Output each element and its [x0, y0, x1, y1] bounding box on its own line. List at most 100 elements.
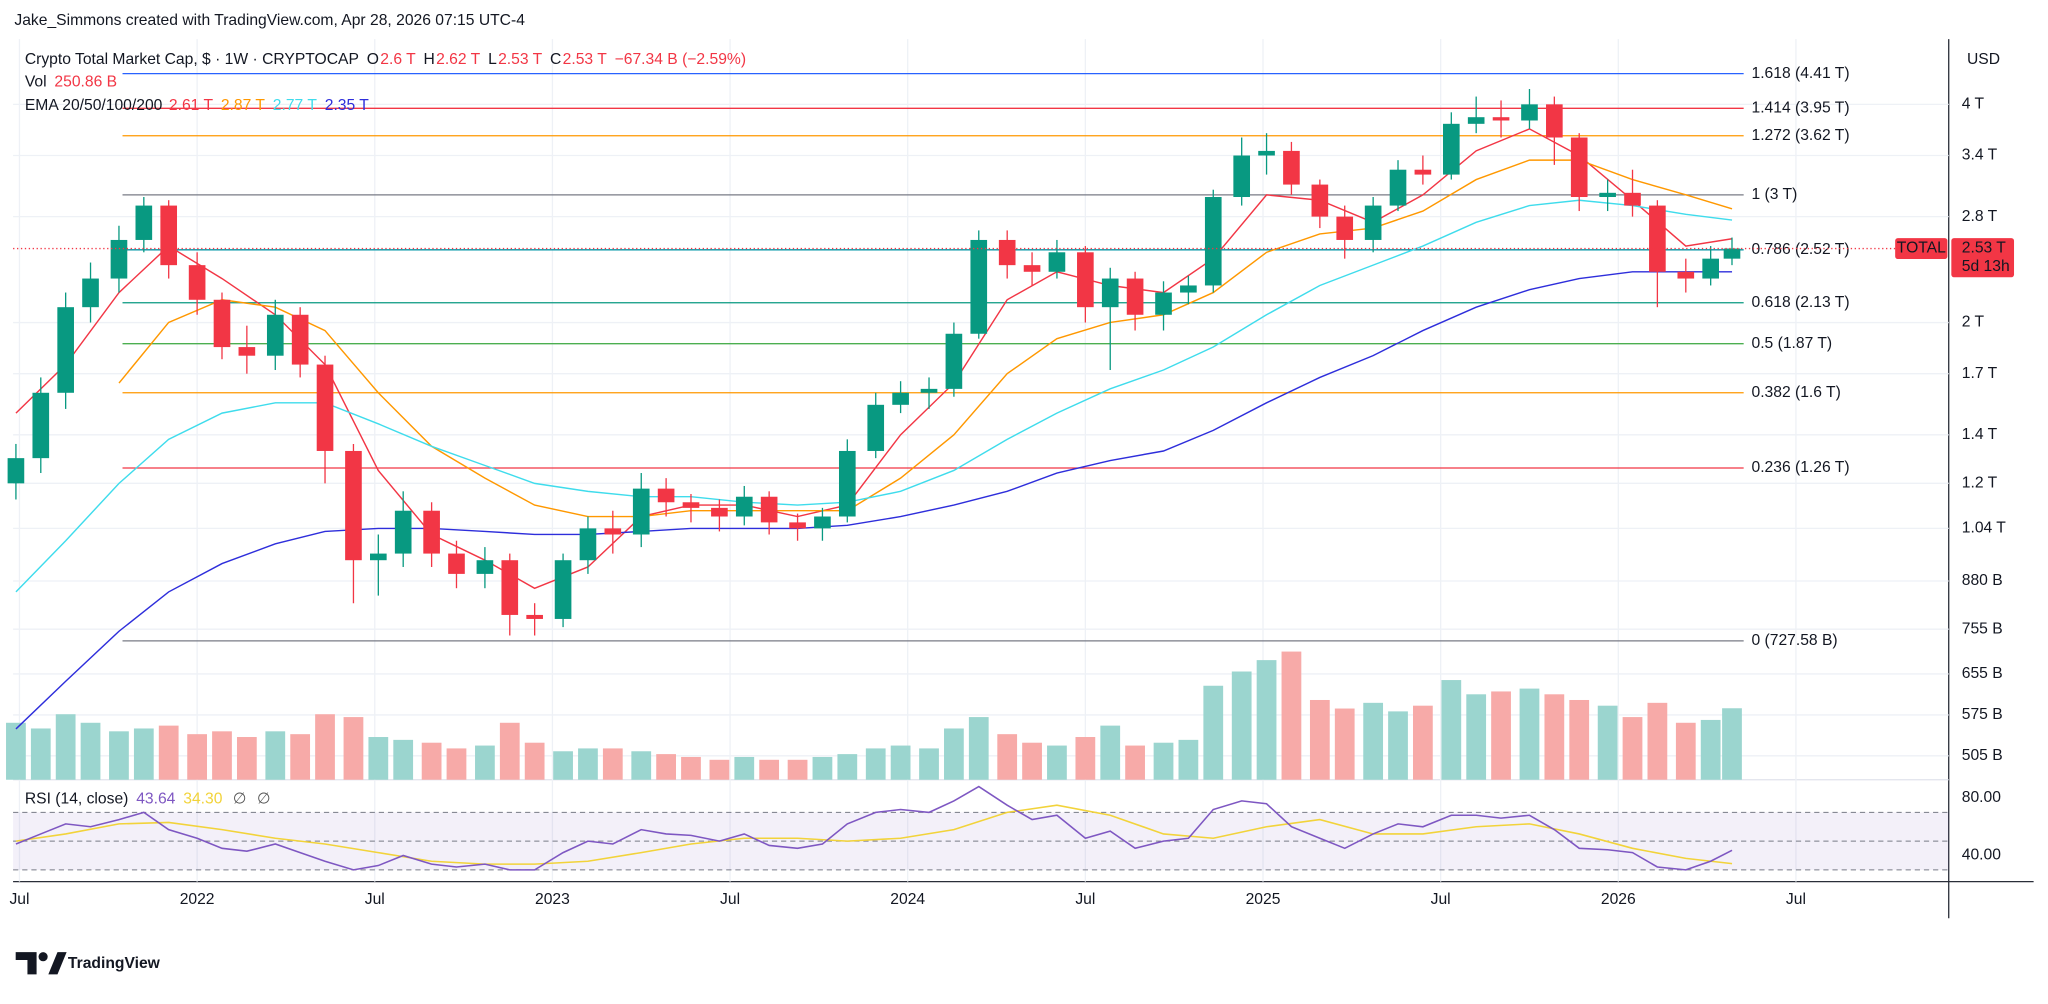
- candle-body: [316, 364, 334, 451]
- volume-bar: [1203, 685, 1224, 780]
- volume-bar: [1075, 737, 1096, 780]
- volume-bar: [343, 717, 364, 780]
- attribution: Jake_Simmons created with TradingView.co…: [14, 12, 525, 29]
- candle-body: [238, 347, 256, 356]
- candle-body: [501, 560, 519, 615]
- quote-label: H: [424, 51, 435, 68]
- rsi-ma-value: 34.30: [183, 790, 222, 807]
- candle-body: [1048, 252, 1066, 272]
- ema-line: [118, 159, 1733, 518]
- volume-bar: [236, 737, 257, 780]
- countdown-text: 5d 13h: [1962, 258, 2010, 275]
- volume-bar: [578, 748, 598, 780]
- candle-body: [291, 314, 309, 365]
- volume-label: Vol: [25, 73, 47, 90]
- volume-bar: [1178, 739, 1199, 780]
- legend-row: Crypto Total Market Cap, $ · 1W · CRYPTO…: [25, 51, 746, 68]
- rsi-tick-label: 80.00: [1962, 789, 2001, 806]
- fib-label: 1.414 (3.95 T): [1751, 99, 1849, 116]
- x-tick-label: Jul: [1786, 891, 1806, 908]
- x-tick-label: 2023: [535, 891, 570, 908]
- volume-bar: [1441, 680, 1462, 780]
- quote-value: 2.53 T: [498, 51, 543, 68]
- candle-body: [1180, 285, 1197, 293]
- volume-bar: [109, 731, 129, 780]
- candle-body: [110, 239, 128, 279]
- candle-body: [657, 488, 675, 503]
- candle-body: [160, 205, 178, 266]
- volume-bar: [1722, 708, 1742, 780]
- volume-bar: [1413, 705, 1433, 780]
- candle-body: [1442, 123, 1460, 175]
- rsi-ma-line: [15, 804, 1733, 865]
- candle-body: [266, 314, 284, 356]
- candle-body: [448, 553, 465, 574]
- y-tick-label: 575 B: [1962, 706, 2003, 723]
- quote-label: C: [550, 51, 561, 68]
- volume-bar: [187, 734, 208, 780]
- candle-body: [526, 614, 543, 619]
- x-tick-label: Jul: [720, 891, 740, 908]
- fib-label: 1.618 (4.41 T): [1751, 65, 1849, 82]
- volume-bar: [944, 728, 964, 780]
- x-tick-label: Jul: [9, 891, 29, 908]
- volume-bar: [446, 748, 467, 780]
- ema-value: 2.61 T: [169, 97, 214, 114]
- candle-body: [789, 522, 806, 529]
- candle-body: [838, 450, 856, 517]
- volume-bar: [734, 756, 755, 780]
- ema-value: 2.77 T: [273, 97, 318, 114]
- volume-bar: [602, 748, 623, 780]
- volume-bar: [1491, 691, 1511, 780]
- volume-bar: [656, 754, 676, 780]
- volume-bar: [393, 739, 414, 780]
- ema-line: [15, 271, 1733, 730]
- volume-bar: [1125, 745, 1145, 780]
- candle-body: [7, 458, 25, 484]
- volume-bar: [158, 725, 179, 780]
- x-tick-label: 2024: [890, 891, 925, 908]
- candle-body: [1204, 197, 1222, 286]
- candle-body: [760, 496, 778, 523]
- volume-bar: [1544, 694, 1565, 780]
- y-tick-label: 755 B: [1962, 620, 2003, 637]
- volume-bar: [1466, 694, 1487, 780]
- y-tick-label: 4 T: [1962, 95, 1985, 112]
- volume-bar: [681, 756, 701, 780]
- volume-bar: [890, 745, 911, 780]
- ema-line: [15, 199, 1733, 593]
- candle-body: [945, 333, 963, 389]
- candle-body: [345, 450, 362, 561]
- volume-bar: [812, 756, 833, 780]
- candle-body: [423, 510, 440, 554]
- y-tick-label: 2 T: [1962, 314, 1985, 331]
- candle-body: [735, 496, 753, 517]
- candle-body: [1077, 252, 1094, 308]
- candle-body: [1126, 278, 1144, 315]
- candle-body: [632, 488, 650, 535]
- brand-name: TradingView: [68, 955, 161, 972]
- ema-line: [15, 128, 1733, 590]
- x-tick-label: 2025: [1246, 891, 1281, 908]
- volume-bar: [1700, 719, 1721, 780]
- volume-bar: [1597, 705, 1618, 780]
- legend-row: RSI (14, close) 43.64 34.30 ∅ ∅: [25, 790, 271, 807]
- fib-label: 0.786 (2.52 T): [1751, 241, 1849, 258]
- candle-body: [32, 392, 50, 459]
- volume-bar: [1256, 660, 1277, 780]
- volume-bar: [368, 737, 389, 780]
- candle-body: [1258, 150, 1275, 156]
- candle-body: [1570, 137, 1588, 198]
- fib-label: 1.272 (3.62 T): [1751, 127, 1849, 144]
- candle-body: [1336, 216, 1354, 240]
- candle-body: [1624, 192, 1641, 206]
- y-tick-label: 1.4 T: [1962, 426, 1998, 443]
- volume-value: 250.86 B: [54, 73, 117, 90]
- symbol-tag: [1895, 238, 1948, 259]
- volume-bar: [1231, 671, 1252, 780]
- volume-bar: [55, 714, 76, 780]
- brand-logo: [15, 952, 67, 975]
- volume-bar: [1622, 717, 1643, 780]
- candle-body: [1364, 205, 1382, 240]
